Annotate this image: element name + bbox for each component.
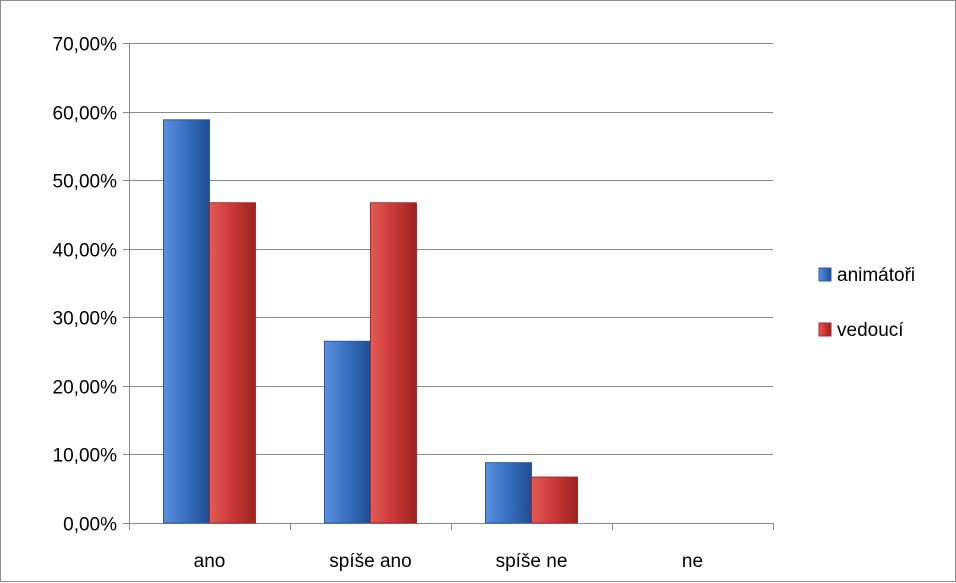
x-tick-label: spíše ne [496, 551, 568, 572]
x-tick-label: spíše ano [329, 551, 411, 572]
bar-animatori [325, 341, 371, 523]
y-tick-label: 10,00% [53, 446, 118, 467]
y-tick-label: 20,00% [53, 378, 118, 399]
legend-swatch [819, 268, 831, 281]
legend-label: animátoři [837, 265, 915, 286]
bar-animatori [164, 120, 210, 523]
bar-vedouci [371, 203, 417, 523]
bar-vedouci [532, 477, 578, 523]
legend: animátoři vedoucí [819, 265, 915, 341]
legend-label: vedoucí [837, 320, 904, 341]
y-tick-label: 30,00% [53, 309, 118, 330]
y-tick-label: 50,00% [53, 172, 118, 193]
x-tick-label: ne [682, 551, 703, 572]
legend-swatch [819, 323, 831, 336]
y-tick-label: 40,00% [53, 241, 118, 262]
y-tick-label: 70,00% [53, 35, 118, 56]
bar-vedouci [210, 203, 256, 523]
y-tick-label: 60,00% [53, 104, 118, 125]
bar-animatori [486, 463, 532, 523]
y-tick-label: 0,00% [63, 515, 117, 536]
x-tick-label: ano [194, 551, 226, 572]
